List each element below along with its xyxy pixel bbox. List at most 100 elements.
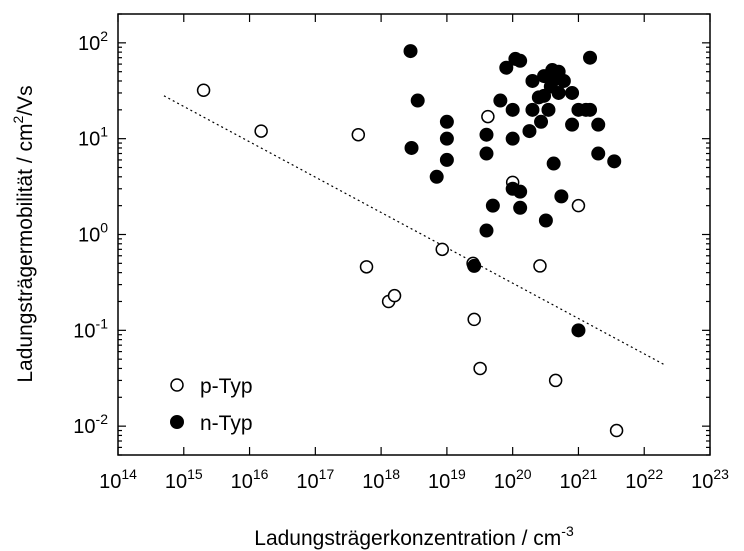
fit-line <box>163 95 665 366</box>
x-tick-exponent: 16 <box>253 466 269 482</box>
y-axis-label-tail: /Vs <box>14 85 37 115</box>
legend-label-n-typ: n-Typ <box>200 412 253 435</box>
y-tick-base: 10 <box>73 320 95 342</box>
n-typ-point <box>404 140 419 155</box>
n-typ-point <box>565 117 580 132</box>
n-typ-point <box>505 102 520 117</box>
p-typ-point <box>481 109 495 124</box>
n-typ-point <box>513 184 528 199</box>
y-tick-label: 10-2 <box>73 411 108 438</box>
n-typ-point <box>479 146 494 161</box>
x-tick-base: 10 <box>428 471 450 493</box>
y-axis-label-sup: 2 <box>10 116 26 124</box>
x-tick-exponent: 20 <box>516 466 532 482</box>
x-tick-base: 10 <box>691 471 713 493</box>
n-typ-point <box>485 198 500 213</box>
x-tick-base: 10 <box>625 471 647 493</box>
p-typ-point <box>467 312 481 327</box>
n-typ-point <box>565 85 580 100</box>
x-tick-base: 10 <box>560 471 582 493</box>
p-typ-point <box>473 361 487 376</box>
n-typ-point <box>583 50 598 65</box>
y-tick-exponent: -2 <box>96 411 109 427</box>
p-typ-point <box>359 260 374 274</box>
n-typ-point <box>556 73 571 88</box>
x-tick-base: 10 <box>165 471 187 493</box>
y-tick-base: 10 <box>78 33 100 55</box>
legend-marker-n-typ <box>170 415 184 429</box>
x-tick-label: 1022 <box>625 466 663 493</box>
y-tick-exponent: -1 <box>96 315 109 331</box>
x-tick-base: 10 <box>231 471 253 493</box>
n-typ-point <box>439 131 454 146</box>
p-typ-point <box>254 124 268 138</box>
y-tick-exponent: 2 <box>100 28 108 44</box>
n-typ-point <box>499 60 514 75</box>
p-typ-point <box>571 198 586 213</box>
x-tick-label: 1020 <box>494 466 532 493</box>
y-tick-exponent: 1 <box>100 124 108 140</box>
x-tick-label: 1014 <box>99 466 137 493</box>
x-tick-base: 10 <box>362 471 384 493</box>
n-typ-point <box>439 152 454 167</box>
x-tick-exponent: 14 <box>121 466 137 482</box>
n-typ-point <box>403 44 418 59</box>
y-tick-label: 102 <box>78 28 108 55</box>
n-typ-point <box>479 223 494 238</box>
n-typ-point <box>607 154 622 169</box>
n-typ-point <box>571 323 586 338</box>
x-tick-label: 1018 <box>362 466 400 493</box>
x-tick-base: 10 <box>494 471 516 493</box>
n-typ-point <box>513 200 528 215</box>
y-tick-base: 10 <box>78 225 100 247</box>
y-tick-base: 10 <box>78 129 100 151</box>
p-typ-point <box>548 373 563 388</box>
n-typ-point <box>583 102 598 117</box>
x-tick-exponent: 19 <box>450 466 466 482</box>
x-tick-exponent: 22 <box>648 466 664 482</box>
n-typ-point <box>546 156 561 171</box>
n-typ-point <box>522 124 537 139</box>
p-typ-point <box>196 83 211 98</box>
x-tick-label: 1023 <box>691 466 729 493</box>
x-tick-exponent: 23 <box>713 466 729 482</box>
x-tick-label: 1017 <box>296 466 334 493</box>
y-axis-label-text: Ladungsträgermobilität / cm <box>14 124 37 383</box>
p-typ-point <box>533 259 547 273</box>
n-typ-point <box>525 73 540 88</box>
x-tick-label: 1021 <box>560 466 598 493</box>
x-tick-base: 10 <box>99 471 121 493</box>
x-tick-base: 10 <box>296 471 318 493</box>
n-typ-point <box>410 93 425 108</box>
axis-ticks: 1014 1015 1016 1017 1018 1019 1020 1021 1022 1023… <box>73 13 729 493</box>
legend: p-Typ n-Typ <box>170 375 253 435</box>
y-tick-base: 10 <box>73 416 95 438</box>
n-typ-point <box>534 114 549 129</box>
n-typ-point <box>493 93 508 108</box>
n-typ-point <box>591 117 606 132</box>
n-typ-point <box>525 102 540 117</box>
n-typ-point <box>513 53 528 68</box>
x-tick-exponent: 17 <box>319 466 335 482</box>
x-axis-label-sup: -3 <box>561 523 574 539</box>
n-typ-point <box>505 131 520 146</box>
y-tick-exponent: 0 <box>100 220 108 236</box>
n-typ-point <box>538 213 553 228</box>
n-typ-point <box>551 85 566 100</box>
p-typ-point <box>609 423 624 438</box>
n-typ-point <box>439 114 454 129</box>
x-axis-label-text: Ladungsträgerkonzentration / cm <box>254 527 561 550</box>
n-typ-point <box>591 146 606 161</box>
x-tick-exponent: 21 <box>582 466 598 482</box>
p-typ-point <box>387 288 402 303</box>
x-tick-exponent: 18 <box>384 466 400 482</box>
y-tick-label: 100 <box>78 220 108 247</box>
x-tick-label: 1015 <box>165 466 203 493</box>
n-typ-point <box>467 258 482 273</box>
y-axis-label: Ladungsträgermobilität / cm2/Vs <box>10 85 37 382</box>
n-typ-point <box>479 127 494 142</box>
x-tick-label: 1019 <box>428 466 466 493</box>
n-typ-point <box>541 102 556 117</box>
x-tick-label: 1016 <box>231 466 269 493</box>
